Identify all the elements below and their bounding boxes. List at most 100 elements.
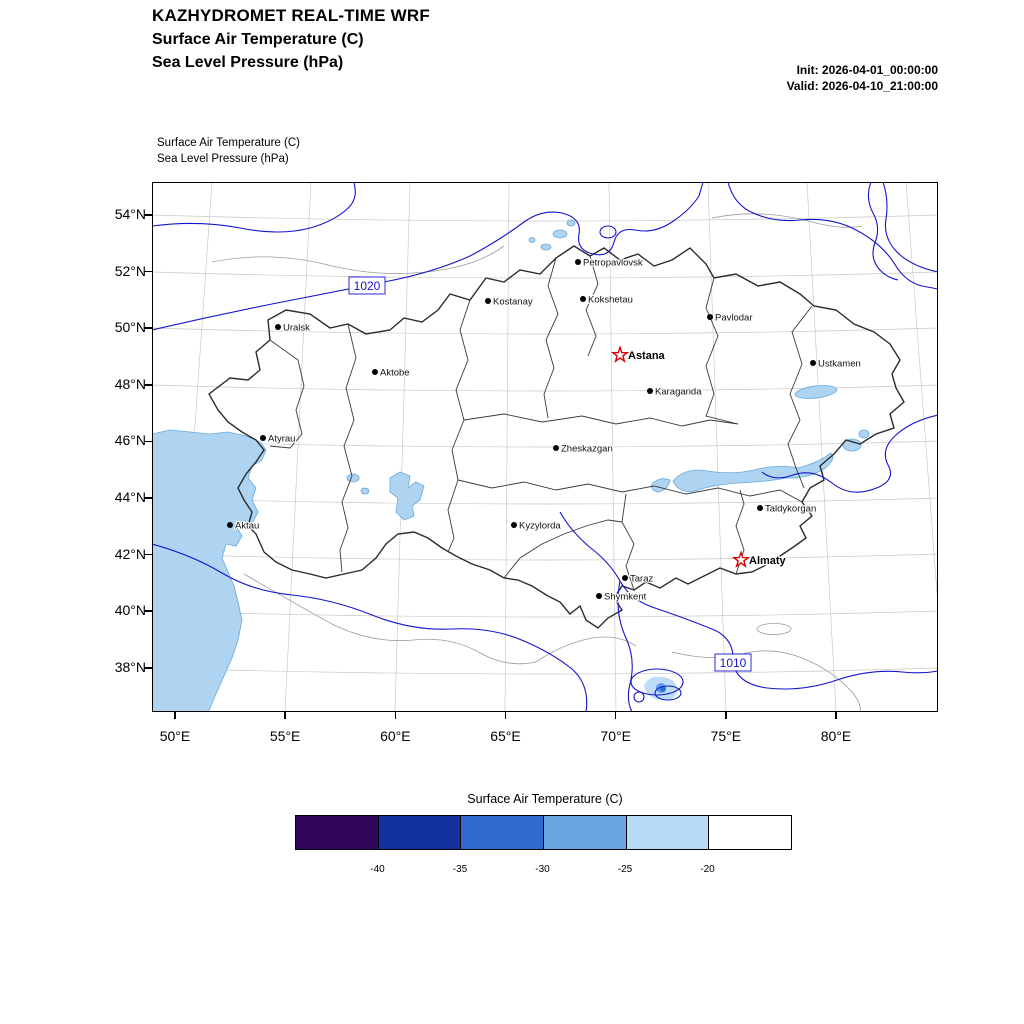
city-label: Aktobe <box>380 368 410 379</box>
x-axis-tick-label: 70°E <box>600 728 631 744</box>
contour-labels-layer: 1020 1010 <box>348 276 752 672</box>
run-times: Init: 2026-04-01_00:00:00 Valid: 2026-04… <box>787 62 938 94</box>
y-axis-tick-label: 44°N <box>114 489 146 505</box>
x-axis-tick-mark <box>174 712 176 719</box>
colorbar-segment <box>544 816 627 849</box>
city-label: Kokshetau <box>588 295 633 306</box>
city-label: Kyzylorda <box>519 521 561 532</box>
pressure-label-box <box>714 653 752 672</box>
city-kokshetau: Kokshetau <box>580 293 634 307</box>
y-axis-tick-mark <box>144 270 152 273</box>
x-axis-tick-label: 80°E <box>820 728 852 744</box>
city-dot-icon <box>580 296 586 302</box>
city-kyzylorda: Kyzylorda <box>511 519 563 533</box>
city-dot-icon <box>553 445 559 451</box>
y-axis-tick-label: 50°N <box>114 319 146 336</box>
city-dot-icon <box>622 575 628 581</box>
x-axis-tick-mark <box>614 712 617 719</box>
page-title: KAZHYDROMET REAL-TIME WRF <box>152 6 430 25</box>
city-shymkent: Shymkent <box>596 590 648 604</box>
city-petropavlovsk: Petropavlovsk <box>575 256 644 270</box>
city-label: Atyrau <box>268 434 295 445</box>
capital-almaty: Almaty <box>731 550 788 568</box>
city-aktobe: Aktobe <box>372 366 411 380</box>
init-time: Init: 2026-04-01_00:00:00 <box>796 63 938 77</box>
capital-star-icon <box>610 345 630 363</box>
city-zheskazgan: Zheskazgan <box>553 442 614 456</box>
x-axis-tick-mark <box>725 712 727 719</box>
colorbar <box>295 815 792 850</box>
city-ustkamen: Ustkamen <box>810 357 862 371</box>
y-axis-tick-label: 48°N <box>114 375 146 392</box>
y-axis-tick-mark <box>144 214 152 216</box>
caspian-sea <box>152 429 267 712</box>
lake-zaysan <box>794 385 838 399</box>
city-label: Aktau <box>235 521 259 532</box>
city-karaganda: Karaganda <box>647 385 703 399</box>
city-uralsk: Uralsk <box>275 321 311 335</box>
colorbar-segment <box>378 816 462 849</box>
colorbar-tick-label: -20 <box>700 864 715 875</box>
pressure-label-1010: 1010 <box>714 653 752 672</box>
city-dot-icon <box>647 388 653 394</box>
x-axis-tick-label: 50°E <box>159 728 191 744</box>
city-dot-icon <box>485 298 491 304</box>
colorbar-segment <box>461 816 545 849</box>
temperature-shading <box>644 676 678 701</box>
colorbar-tick-label: -30 <box>535 864 550 875</box>
colorbar-tick-label: -40 <box>370 864 385 875</box>
city-pavlodar: Pavlodar <box>707 311 754 325</box>
city-label: Zheskazgan <box>561 444 613 455</box>
city-dot-icon <box>707 314 713 320</box>
graticule-lines <box>152 182 938 712</box>
field-label-temperature: Surface Air Temperature (C) <box>157 137 300 149</box>
y-axis-tick-label: 46°N <box>114 432 146 449</box>
city-atyrau: Atyrau <box>260 432 297 446</box>
country-border <box>208 245 905 629</box>
city-dot-icon <box>260 435 266 441</box>
city-dot-icon <box>757 505 763 511</box>
x-axis-tick-label: 65°E <box>490 728 521 744</box>
city-label: Pavlodar <box>715 313 753 324</box>
x-axis-tick-mark <box>284 712 286 719</box>
city-label: Petropavlovsk <box>583 258 643 269</box>
city-dot-icon <box>596 593 602 599</box>
city-label: Ustkamen <box>818 359 861 370</box>
x-axis-tick-mark <box>835 712 837 719</box>
lake-issyk-kul <box>756 623 792 635</box>
y-axis-tick-mark <box>144 384 152 386</box>
y-axis-tick-label: 38°N <box>114 658 146 675</box>
colorbar-segment <box>296 816 379 849</box>
aral-sea <box>389 471 425 521</box>
y-axis-tick-mark <box>144 327 152 329</box>
cities-layer: Petropavlovsk Kostanay Kokshetau Pavlodar Ur… <box>227 256 862 604</box>
x-axis-tick-label: 75°E <box>710 728 742 744</box>
capital-label: Astana <box>628 350 666 362</box>
lake-balkhash <box>672 452 834 492</box>
city-label: Taldykorgan <box>765 504 816 515</box>
city-label: Taraz <box>630 574 653 585</box>
colorbar-segment <box>626 816 710 849</box>
field-label-pressure: Sea Level Pressure (hPa) <box>157 152 289 165</box>
pressure-label-text: 1010 <box>720 656 747 670</box>
y-axis-tick-mark <box>144 610 152 612</box>
capital-astana: Astana <box>610 345 667 363</box>
capital-star-icon <box>731 550 751 568</box>
x-axis-tick-mark <box>504 712 507 719</box>
y-axis-tick-label: 54°N <box>114 206 146 222</box>
water-bodies <box>152 219 870 712</box>
header: KAZHYDROMET REAL-TIME WRF Surface Air Te… <box>152 6 430 72</box>
city-dot-icon <box>372 369 378 375</box>
y-axis-tick-mark <box>144 497 152 499</box>
city-label: Karaganda <box>655 387 702 398</box>
subtitle-temperature: Surface Air Temperature (C) <box>152 31 364 48</box>
city-aktau: Aktau <box>227 519 260 533</box>
city-taraz: Taraz <box>622 572 655 586</box>
city-dot-icon <box>511 522 517 528</box>
x-axis-tick-label: 60°E <box>380 728 411 744</box>
x-axis-tick-label: 55°E <box>269 728 301 744</box>
pressure-contours <box>152 182 938 712</box>
y-axis-tick-label: 42°N <box>114 545 146 562</box>
